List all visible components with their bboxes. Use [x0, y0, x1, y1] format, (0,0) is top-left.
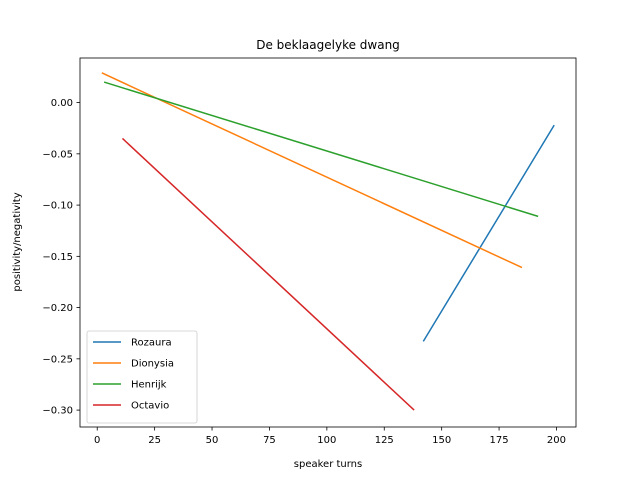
- series-line-henrijk: [103, 81, 539, 218]
- y-axis-label: positivity/negativity: [12, 192, 23, 291]
- y-tick-label: −0.05: [42, 149, 73, 160]
- chart-title: De beklaagelyke dwang: [256, 38, 400, 52]
- legend-label: Octavio: [131, 401, 169, 412]
- series-layer: [101, 72, 555, 411]
- series-line-rozaura: [422, 124, 555, 342]
- x-tick-label: 200: [547, 435, 566, 446]
- series-line-octavio: [121, 137, 415, 411]
- y-tick-label: −0.25: [42, 354, 73, 365]
- x-tick-label: 100: [317, 435, 336, 446]
- x-tick-label: 125: [375, 435, 394, 446]
- y-tick-label: −0.20: [42, 303, 73, 314]
- legend-label: Henrijk: [131, 380, 167, 391]
- x-tick-label: 150: [432, 435, 451, 446]
- x-axis: 0 25 50 75 100 125 150 175 200: [94, 427, 566, 446]
- x-tick-label: 75: [263, 435, 276, 446]
- x-tick-label: 50: [206, 435, 219, 446]
- y-tick-label: 0.00: [51, 98, 73, 109]
- y-tick-label: −0.10: [42, 201, 73, 212]
- plot-frame: [79, 57, 577, 428]
- x-tick-label: 25: [148, 435, 161, 446]
- x-tick-label: 175: [490, 435, 509, 446]
- y-axis: 0.00 −0.05 −0.10 −0.15 −0.20 −0.25 −0.30: [42, 98, 80, 417]
- legend-box: [86, 330, 198, 424]
- y-tick-label: −0.30: [42, 406, 73, 417]
- legend: Rozaura Dionysia Henrijk Octavio: [86, 330, 198, 424]
- series-line-dionysia: [101, 72, 523, 269]
- legend-label: Dionysia: [131, 359, 174, 370]
- y-tick-label: −0.15: [42, 252, 73, 263]
- x-axis-label: speaker turns: [294, 459, 362, 470]
- x-tick-label: 0: [94, 435, 100, 446]
- legend-label: Rozaura: [131, 338, 172, 349]
